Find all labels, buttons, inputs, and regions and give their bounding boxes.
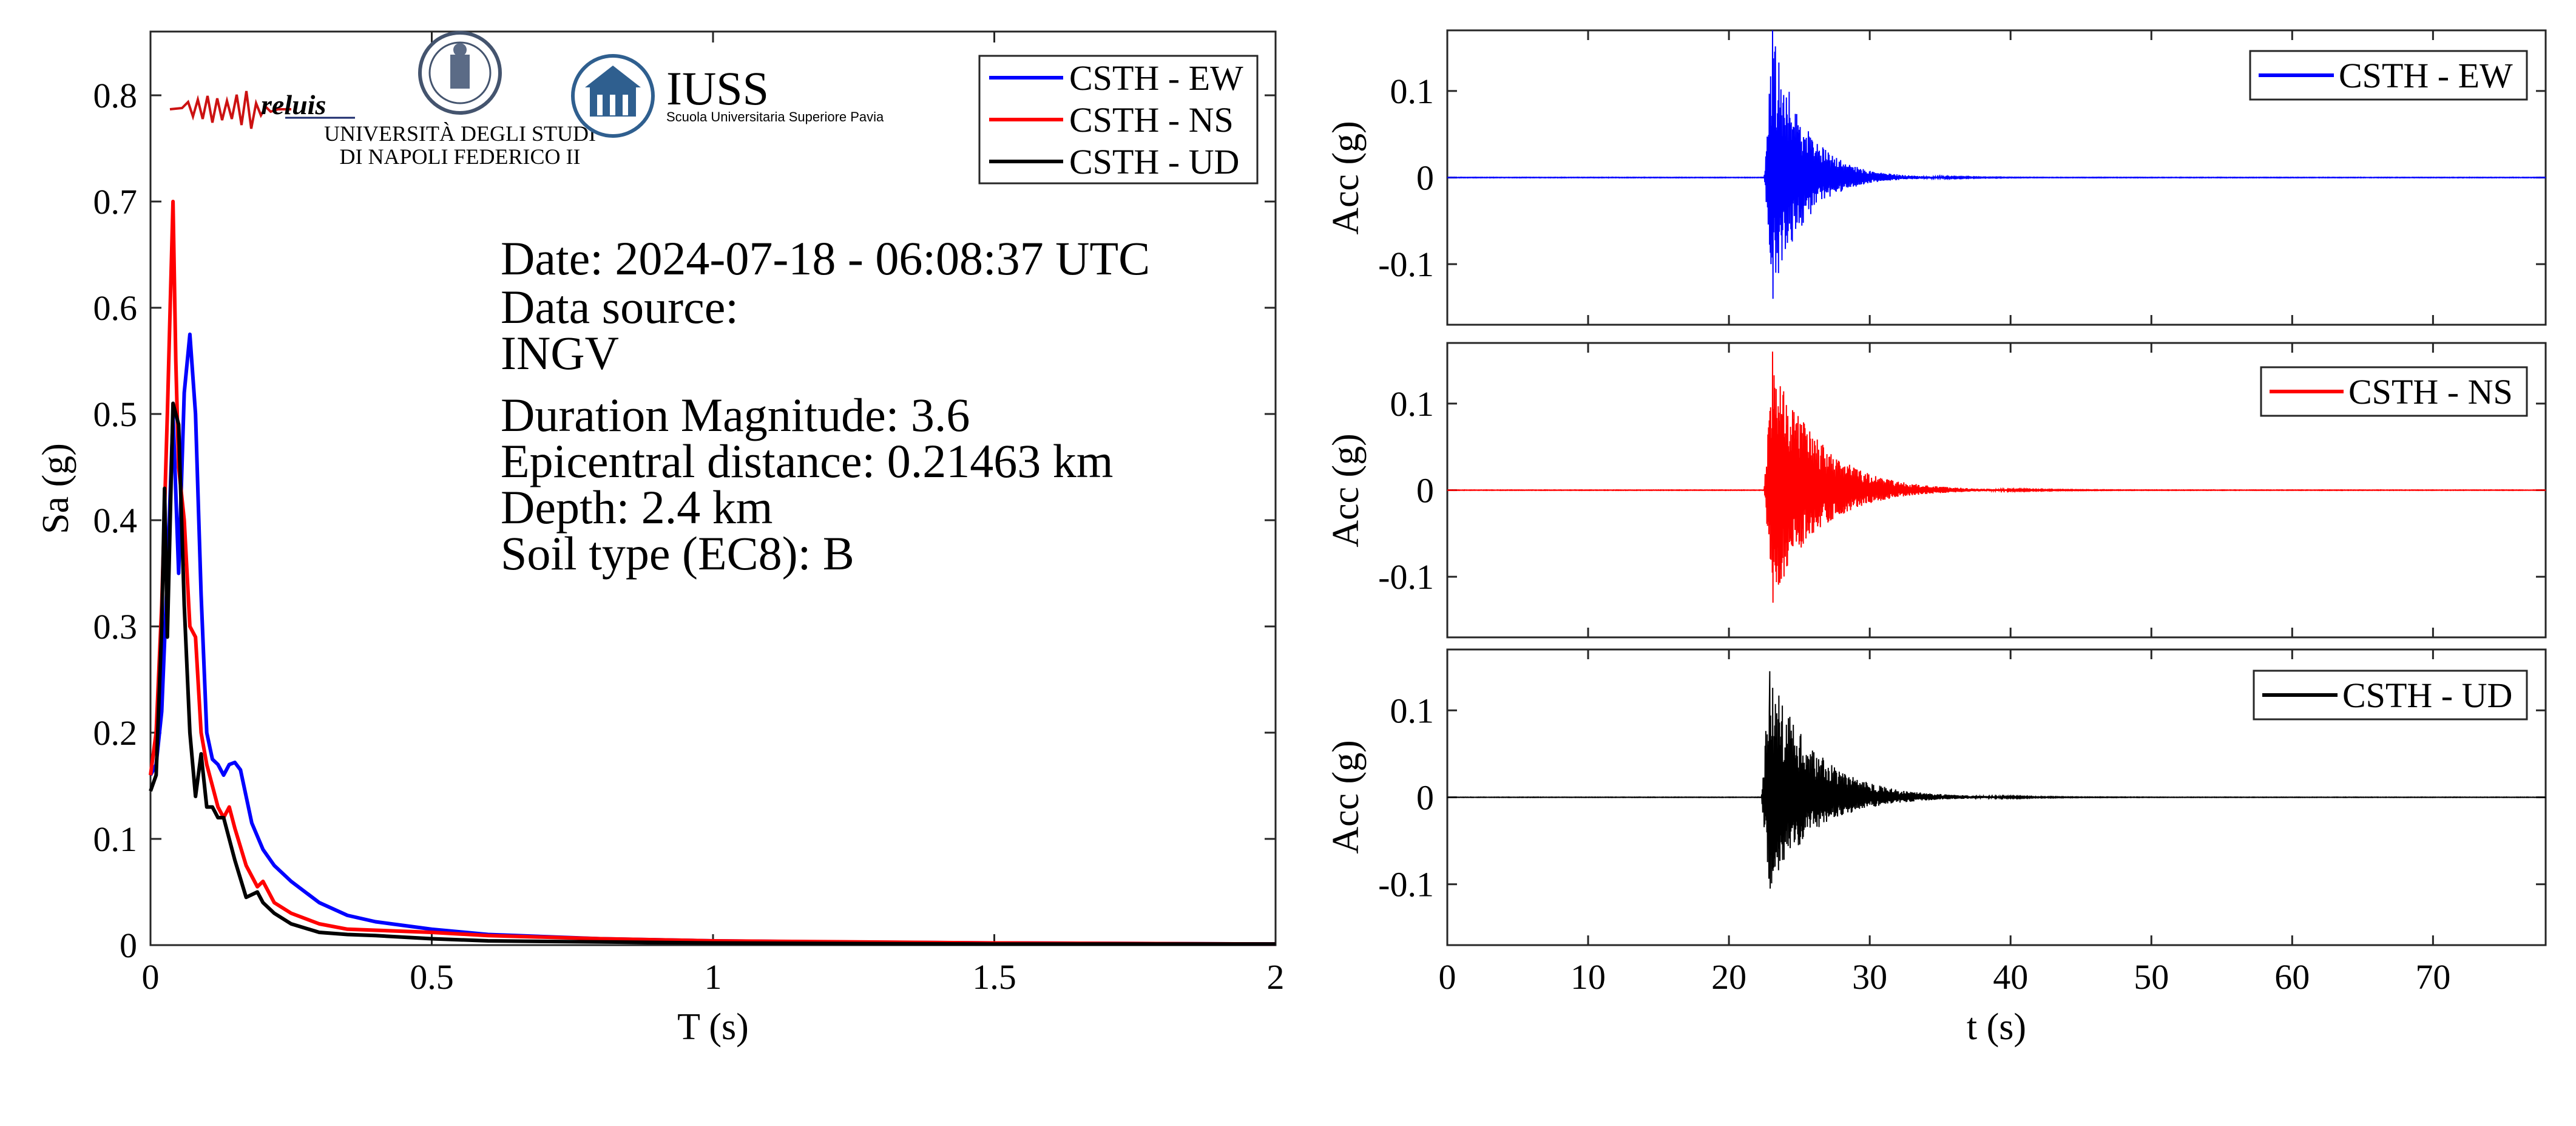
- reluis-logo: reluis: [169, 89, 355, 129]
- spectrum-y-tick-label: 0.5: [93, 395, 138, 434]
- acc-ns-legend-label: CSTH - NS: [2348, 372, 2513, 412]
- acc-ns-y-ticks: -0.1 0 0.1: [1378, 384, 2546, 597]
- annotation-epicentral-distance: Epicentral distance: 0.21463 km: [501, 435, 1113, 487]
- reluis-wordmark: reluis: [261, 89, 326, 120]
- reluis-waveform-icon: [169, 90, 291, 129]
- acc-ud-y-ticks: -0.1 0 0.1: [1378, 691, 2546, 904]
- acc-x-tick-label: 70: [2415, 957, 2450, 997]
- acc-series-line-ew: [1447, 30, 2546, 299]
- annotation-depth: Depth: 2.4 km: [501, 481, 772, 534]
- acc-x-tick-label: 60: [2274, 957, 2310, 997]
- acc-panel-ns: -0.1 0 0.1 Acc (g) CSTH - NS: [1325, 342, 2547, 639]
- spectrum-y-tick-label: 0.7: [93, 182, 138, 222]
- spectrum-y-tick-label: 0.3: [93, 607, 138, 646]
- acc-ud-trace: [1447, 671, 2546, 889]
- iuss-logo: IUSS Scuola Universitaria Superiore Pavi…: [571, 54, 884, 138]
- acc-ew-y-axis-label: Acc (g): [1325, 121, 1367, 235]
- acc-y-tick-label: 0.1: [1390, 72, 1435, 111]
- acc-ns-y-axis-label: Acc (g): [1325, 433, 1367, 548]
- spectrum-x-tick-label: 1.5: [972, 957, 1016, 997]
- acc-ud-legend-label: CSTH - UD: [2342, 676, 2512, 715]
- legend-label-ns: CSTH - NS: [1069, 100, 1234, 140]
- acc-ew-x-ticks: [1446, 30, 2434, 325]
- event-info-annotation: Date: 2024-07-18 - 06:08:37 UTC Data sou…: [501, 232, 1150, 580]
- spectrum-y-tick-label: 0.6: [93, 288, 138, 328]
- acc-ew-legend: CSTH - EW: [2249, 50, 2528, 101]
- spectrum-x-tick-label: 0: [142, 957, 160, 997]
- spectrum-y-tick-label: 0.8: [93, 76, 138, 115]
- acc-ns-trace: [1447, 351, 2546, 603]
- spectrum-y-tick-label: 0.1: [93, 819, 138, 859]
- annotation-data-source: INGV: [501, 327, 619, 379]
- acc-y-tick-label: -0.1: [1378, 865, 1434, 904]
- acc-y-tick-label: -0.1: [1378, 245, 1434, 284]
- acc-y-tick-label: 0.1: [1390, 384, 1435, 424]
- spectrum-series-line-ud: [149, 401, 1276, 946]
- acc-y-tick-label: -0.1: [1378, 557, 1434, 597]
- spectrum-series: [149, 200, 1276, 946]
- acc-x-tick-label: 0: [1439, 957, 1456, 997]
- acc-ud-legend: CSTH - UD: [2253, 670, 2528, 721]
- legend-label-ud: CSTH - UD: [1069, 142, 1239, 181]
- acc-ew-trace: [1447, 30, 2546, 299]
- spectrum-legend: CSTH - EW CSTH - NS CSTH - UD: [978, 55, 1259, 185]
- acc-ud-y-axis-label: Acc (g): [1325, 740, 1367, 854]
- legend-label-ew: CSTH - EW: [1069, 58, 1243, 98]
- acc-panel-ew: -0.1 0 0.1 Acc (g) CSTH - EW: [1325, 29, 2547, 326]
- annotation-magnitude: Duration Magnitude: 3.6: [501, 388, 970, 441]
- acc-x-tick-label: 20: [1711, 957, 1746, 997]
- annotation-date: Date: 2024-07-18 - 06:08:37 UTC: [501, 232, 1150, 285]
- acc-x-tick-label: 10: [1570, 957, 1606, 997]
- spectrum-y-tick-label: 0.4: [93, 501, 138, 540]
- acc-x-tick-label: 50: [2134, 957, 2169, 997]
- iuss-subtitle: Scuola Universitaria Superiore Pavia: [666, 109, 884, 124]
- acc-ew-legend-label: CSTH - EW: [2339, 56, 2513, 95]
- unina-name-line2: DI NAPOLI FEDERICO II: [340, 144, 581, 169]
- spectrum-y-tick-label: 0: [120, 926, 137, 965]
- spectrum-x-tick-label: 0.5: [410, 957, 454, 997]
- acc-y-tick-label: 0: [1416, 778, 1434, 818]
- unina-logo: UNIVERSITÀ DEGLI STUDI DI NAPOLI FEDERIC…: [324, 31, 596, 169]
- spectrum-y-ticks: 0 0.1 0.2 0.3 0.4 0.5 0.6 0.7 0.8: [93, 76, 1276, 965]
- annotation-soil-type: Soil type (EC8): B: [501, 527, 854, 580]
- iuss-title: IUSS: [666, 62, 769, 115]
- acc-ew-y-ticks: -0.1 0 0.1: [1378, 72, 2546, 284]
- spectrum-x-tick-label: 2: [1267, 957, 1285, 997]
- acc-panel-ud: -0.1 0 0.1 0 10 20 30 40 50 60 70 Acc (g) t (s) C…: [1325, 648, 2547, 1048]
- acc-x-tick-label: 40: [1993, 957, 2028, 997]
- spectrum-panel: 0 0.1 0.2 0.3 0.4 0.5 0.6 0.7 0.8 0 0.5 1 1.5 2 T (s…: [35, 30, 1285, 1048]
- acc-ud-x-ticks: 0 10 20 30 40 50 60 70: [1439, 649, 2450, 997]
- annotation-data-source-label: Data source:: [501, 280, 739, 333]
- spectrum-x-ticks: 0 0.5 1 1.5 2: [142, 32, 1285, 997]
- spectrum-x-tick-label: 1: [705, 957, 722, 997]
- spectrum-series-line-ns: [149, 200, 1276, 946]
- unina-name-line1: UNIVERSITÀ DEGLI STUDI: [324, 121, 596, 146]
- acc-series-line-ud: [1447, 671, 2546, 889]
- acc-y-tick-label: 0: [1416, 158, 1434, 198]
- spectrum-y-axis-label: Sa (g): [35, 443, 76, 534]
- acc-ns-x-ticks: [1446, 343, 2434, 637]
- acc-x-tick-label: 30: [1852, 957, 1887, 997]
- acc-y-tick-label: 0.1: [1390, 691, 1435, 730]
- acc-y-tick-label: 0: [1416, 471, 1434, 510]
- acc-series-line-ns: [1447, 351, 2546, 603]
- spectrum-x-axis-label: T (s): [677, 1006, 749, 1048]
- unina-seal-figure: [450, 55, 470, 89]
- acc-ns-legend: CSTH - NS: [2260, 366, 2528, 417]
- spectrum-y-tick-label: 0.2: [93, 713, 138, 753]
- acc-x-axis-label: t (s): [1967, 1006, 2026, 1048]
